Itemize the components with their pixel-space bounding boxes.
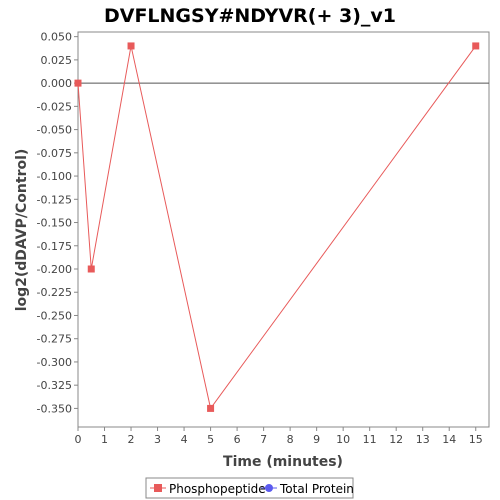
y-tick-label: 0.000 xyxy=(41,77,73,90)
data-point xyxy=(127,42,135,50)
y-tick-label: -0.050 xyxy=(37,124,72,137)
x-tick-label: 1 xyxy=(101,433,108,446)
x-tick-label: 0 xyxy=(75,433,82,446)
y-tick-label: -0.025 xyxy=(37,100,72,113)
y-tick-label: -0.100 xyxy=(37,170,72,183)
legend-box xyxy=(145,477,354,499)
x-tick-label: 8 xyxy=(287,433,294,446)
y-tick-label: -0.275 xyxy=(37,333,72,346)
legend-label-phosphopeptide: Phosphopeptide xyxy=(169,482,266,496)
plot-area xyxy=(77,31,490,428)
x-tick-label: 9 xyxy=(313,433,320,446)
y-axis-label: log2(dDAVP/Control) xyxy=(14,149,30,312)
x-tick-label: 10 xyxy=(336,433,350,446)
x-tick-label: 12 xyxy=(389,433,403,446)
y-tick-label: -0.250 xyxy=(37,309,72,322)
y-tick-label: -0.325 xyxy=(37,379,72,392)
data-point xyxy=(472,42,480,50)
x-tick-label: 6 xyxy=(234,433,241,446)
y-tick-label: -0.225 xyxy=(37,286,72,299)
y-tick-label: -0.175 xyxy=(37,240,72,253)
x-tick-label: 3 xyxy=(154,433,161,446)
y-tick-label: -0.150 xyxy=(37,217,72,230)
series-layer xyxy=(74,42,480,412)
x-tick-label: 7 xyxy=(260,433,267,446)
x-tick-label: 11 xyxy=(363,433,377,446)
x-axis-label: Time (minutes) xyxy=(223,454,343,470)
data-point xyxy=(87,265,95,273)
x-tick-label: 15 xyxy=(469,433,483,446)
y-tick-label: -0.350 xyxy=(37,402,72,415)
legend-marker-phosphopeptide xyxy=(154,484,162,492)
legend: Phosphopeptide Total Protein xyxy=(145,477,354,499)
y-tick-label: -0.075 xyxy=(37,147,72,160)
legend-label-total-protein: Total Protein xyxy=(279,482,354,496)
y-tick-label: 0.050 xyxy=(41,31,73,44)
y-tick-label: -0.200 xyxy=(37,263,72,276)
y-axis-ticks: 0.050 0.025 0.000 -0.025 -0.050 -0.075 -0.100 -… xyxy=(37,31,78,415)
y-tick-label: 0.025 xyxy=(41,54,73,67)
x-tick-label: 5 xyxy=(207,433,214,446)
y-tick-label: -0.125 xyxy=(37,193,72,206)
legend-marker-total-protein xyxy=(265,484,273,492)
chart-title: DVFLNGSY#NDYVR(+ 3)_v1 xyxy=(104,5,396,27)
data-point xyxy=(207,404,215,412)
x-tick-label: 4 xyxy=(181,433,188,446)
x-tick-label: 2 xyxy=(128,433,135,446)
y-tick-label: -0.300 xyxy=(37,356,72,369)
data-point xyxy=(74,79,82,87)
x-tick-label: 14 xyxy=(442,433,456,446)
x-tick-label: 13 xyxy=(416,433,430,446)
x-axis-ticks: 0 1 2 3 4 5 6 7 8 9 10 11 12 13 14 15 xyxy=(75,427,483,446)
